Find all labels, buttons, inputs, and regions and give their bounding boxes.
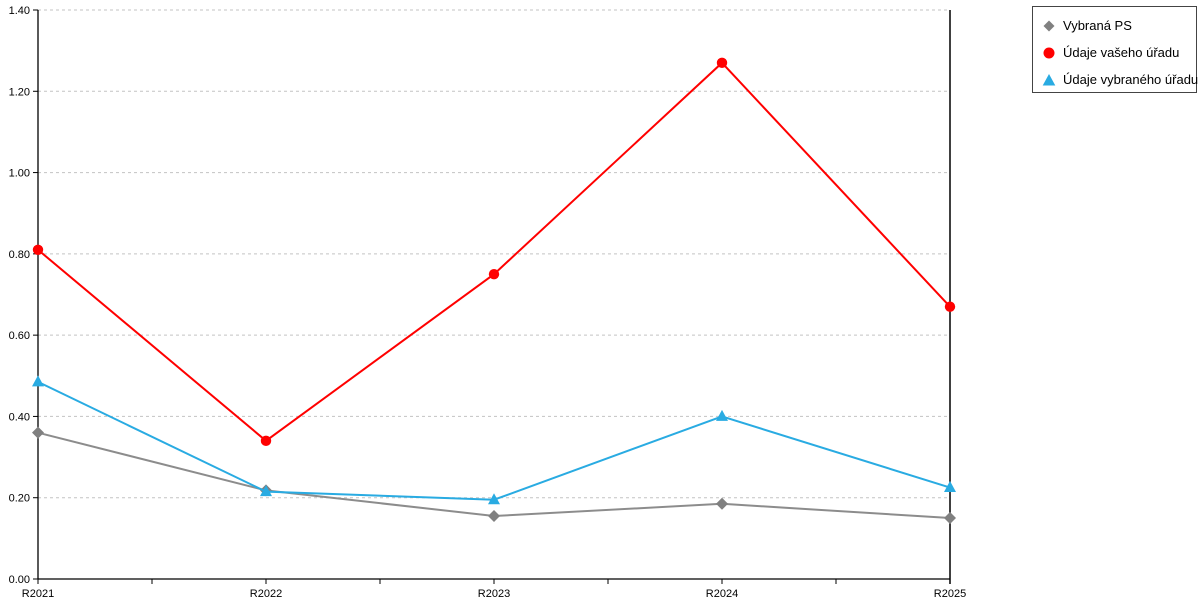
legend-item: Vybraná PS	[1042, 12, 1196, 39]
circle-data-point-marker	[260, 435, 272, 447]
circle-data-point-marker	[716, 57, 728, 69]
diamond-data-point-marker	[944, 512, 956, 525]
diamond-marker-icon	[1043, 20, 1055, 31]
series-line-1	[37, 61, 951, 443]
legend-label: Vybraná PS	[1063, 18, 1132, 33]
x-tick-label: R2021	[22, 588, 54, 600]
circle-data-point-marker	[32, 244, 44, 255]
circle-data-point-marker	[488, 268, 500, 280]
legend-label: Údaje vašeho úřadu	[1063, 45, 1180, 60]
y-tick-label: 1.20	[9, 86, 30, 98]
triangle-data-point-marker	[32, 375, 44, 387]
x-tick-label: R2025	[934, 588, 966, 600]
triangle-data-point-marker	[260, 485, 272, 497]
legend-item: Údaje vybraného úřadu	[1042, 66, 1199, 93]
y-tick-label: 1.00	[9, 168, 30, 180]
triangle-data-point-marker	[944, 481, 956, 493]
x-tick-label: R2023	[478, 588, 510, 600]
legend-item: Údaje vašeho úřadu	[1042, 39, 1196, 66]
triangle-data-point-marker	[716, 409, 728, 421]
line-chart: 0.00 0.20 0.40 0.60 0.80 1.00 1.20 1.40 R2021 R20…	[9, 5, 967, 600]
series-line-2	[37, 380, 951, 501]
diamond-data-point-marker	[488, 510, 500, 523]
y-tick-label: 0.60	[9, 330, 30, 342]
y-tick-label: 0.00	[9, 574, 30, 586]
y-tick-label: 0.40	[9, 411, 30, 423]
legend-label: Údaje vybraného úřadu	[1063, 72, 1199, 87]
chart-legend: Vybraná PS Údaje vašeho úřadu Údaje vybr…	[1032, 6, 1199, 93]
triangle-data-point-marker	[488, 493, 500, 505]
triangle-marker-icon	[1042, 73, 1056, 85]
x-tick-label: R2022	[250, 588, 282, 600]
y-tick-label: 0.20	[9, 493, 30, 505]
diamond-data-point-marker	[716, 497, 728, 510]
circle-marker-icon	[1043, 47, 1055, 58]
y-tick-label: 1.40	[9, 5, 30, 17]
circle-data-point-marker	[944, 301, 956, 312]
diamond-data-point-marker	[32, 426, 44, 439]
x-tick-label: R2024	[706, 588, 738, 600]
y-tick-label: 0.80	[9, 249, 30, 261]
